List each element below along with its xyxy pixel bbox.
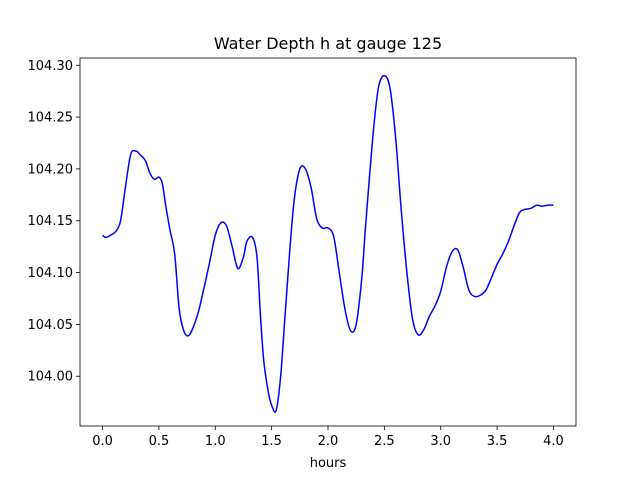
y-tick-label: 104.05 <box>28 318 74 333</box>
x-tick-label: 0.0 <box>92 434 113 449</box>
plot-area <box>79 57 577 427</box>
x-tick-label: 2.0 <box>318 434 339 449</box>
y-tick-label: 104.25 <box>28 111 74 126</box>
y-tick-label: 104.15 <box>28 214 74 229</box>
x-tick-label: 3.0 <box>430 434 451 449</box>
x-tick-label: 1.5 <box>261 434 282 449</box>
y-axis: 104.00 104.05 104.10 104.15 104.20 104.25 104.… <box>28 59 80 385</box>
x-tick-label: 1.0 <box>205 434 226 449</box>
x-tick-label: 2.5 <box>374 434 395 449</box>
x-tick-label: 4.0 <box>543 434 564 449</box>
axes-frame <box>79 57 577 427</box>
series-line-0 <box>102 74 554 413</box>
x-tick-label: 3.5 <box>487 434 508 449</box>
y-tick-label: 104.10 <box>28 266 74 281</box>
chart-title: Water Depth h at gauge 125 <box>214 34 442 53</box>
x-axis: 0.0 0.5 1.0 1.5 2.0 2.5 3.0 3.5 4.0 <box>92 426 564 449</box>
x-tick-label: 0.5 <box>149 434 170 449</box>
y-tick-label: 104.00 <box>28 370 74 385</box>
y-tick-label: 104.20 <box>28 162 74 177</box>
y-tick-label: 104.30 <box>28 59 74 74</box>
x-axis-label: hours <box>310 456 347 471</box>
